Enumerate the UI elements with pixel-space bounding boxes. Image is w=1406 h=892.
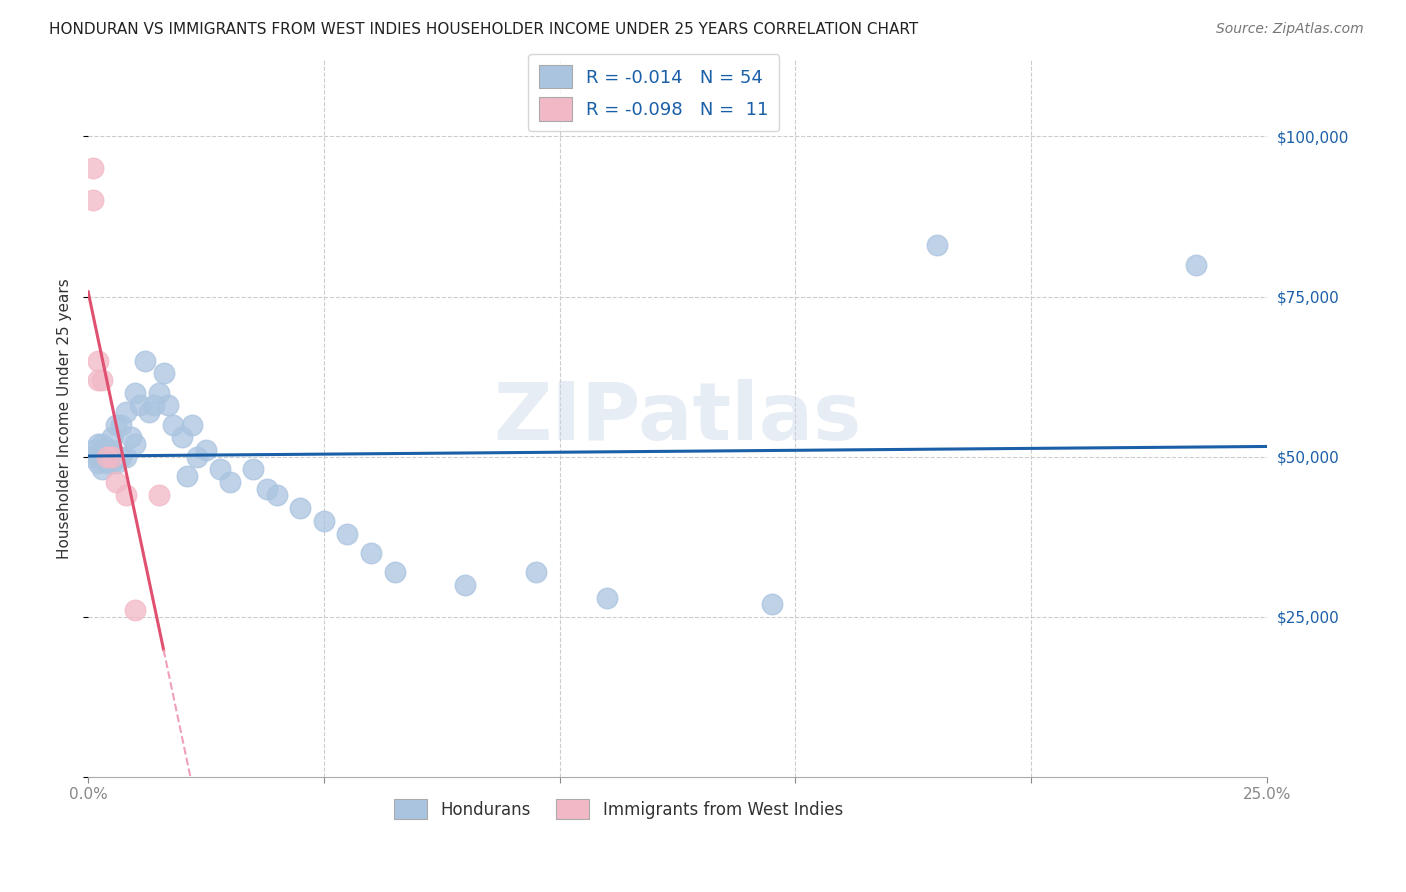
Legend: Hondurans, Immigrants from West Indies: Hondurans, Immigrants from West Indies [388,792,849,826]
Point [120,430,142,444]
Point [82,161,104,176]
Text: HONDURAN VS IMMIGRANTS FROM WEST INDIES HOUSEHOLDER INCOME UNDER 25 YEARS CORREL: HONDURAN VS IMMIGRANTS FROM WEST INDIES … [49,22,918,37]
Point [180,417,202,432]
Point [312,514,335,528]
Point [100,430,122,444]
Point [86,456,108,470]
Point [242,462,264,476]
Point [256,482,278,496]
Point [100,450,122,464]
Point [384,565,406,579]
Point [115,488,138,502]
Point [91,443,114,458]
Point [115,450,138,464]
Point [761,597,783,611]
Point [148,488,170,502]
Point [454,578,477,592]
Point [360,546,382,560]
Point [186,450,208,464]
Point [96,450,118,464]
Point [96,450,118,464]
Point [218,475,240,490]
Point [195,443,218,458]
Point [110,450,132,464]
Point [86,353,108,368]
Point [82,450,104,464]
Point [86,373,108,387]
Point [134,353,156,368]
Point [162,417,184,432]
Point [96,456,118,470]
Text: Source: ZipAtlas.com: Source: ZipAtlas.com [1216,22,1364,37]
Point [152,367,174,381]
Point [148,385,170,400]
Point [336,526,359,541]
Point [105,475,128,490]
Point [129,399,152,413]
Point [100,443,122,458]
Point [290,500,312,515]
Point [100,456,122,470]
Point [82,443,104,458]
Point [138,405,160,419]
Point [172,430,194,444]
Point [91,437,114,451]
Point [925,238,948,252]
Point [105,417,128,432]
Point [596,591,619,605]
Point [82,194,104,208]
Point [266,488,288,502]
Point [124,437,146,451]
Point [91,450,114,464]
Text: ZIPatlas: ZIPatlas [494,379,862,458]
Point [524,565,547,579]
Point [209,462,232,476]
Point [86,437,108,451]
Point [110,417,132,432]
Point [91,373,114,387]
Point [115,405,138,419]
Point [124,603,146,617]
Point [157,399,180,413]
Point [124,385,146,400]
Point [105,456,128,470]
Point [100,450,122,464]
Point [91,462,114,476]
Point [96,443,118,458]
Point [86,450,108,464]
Point [176,468,198,483]
Point [143,399,166,413]
Y-axis label: Householder Income Under 25 years: Householder Income Under 25 years [58,278,72,558]
Point [1185,258,1208,272]
